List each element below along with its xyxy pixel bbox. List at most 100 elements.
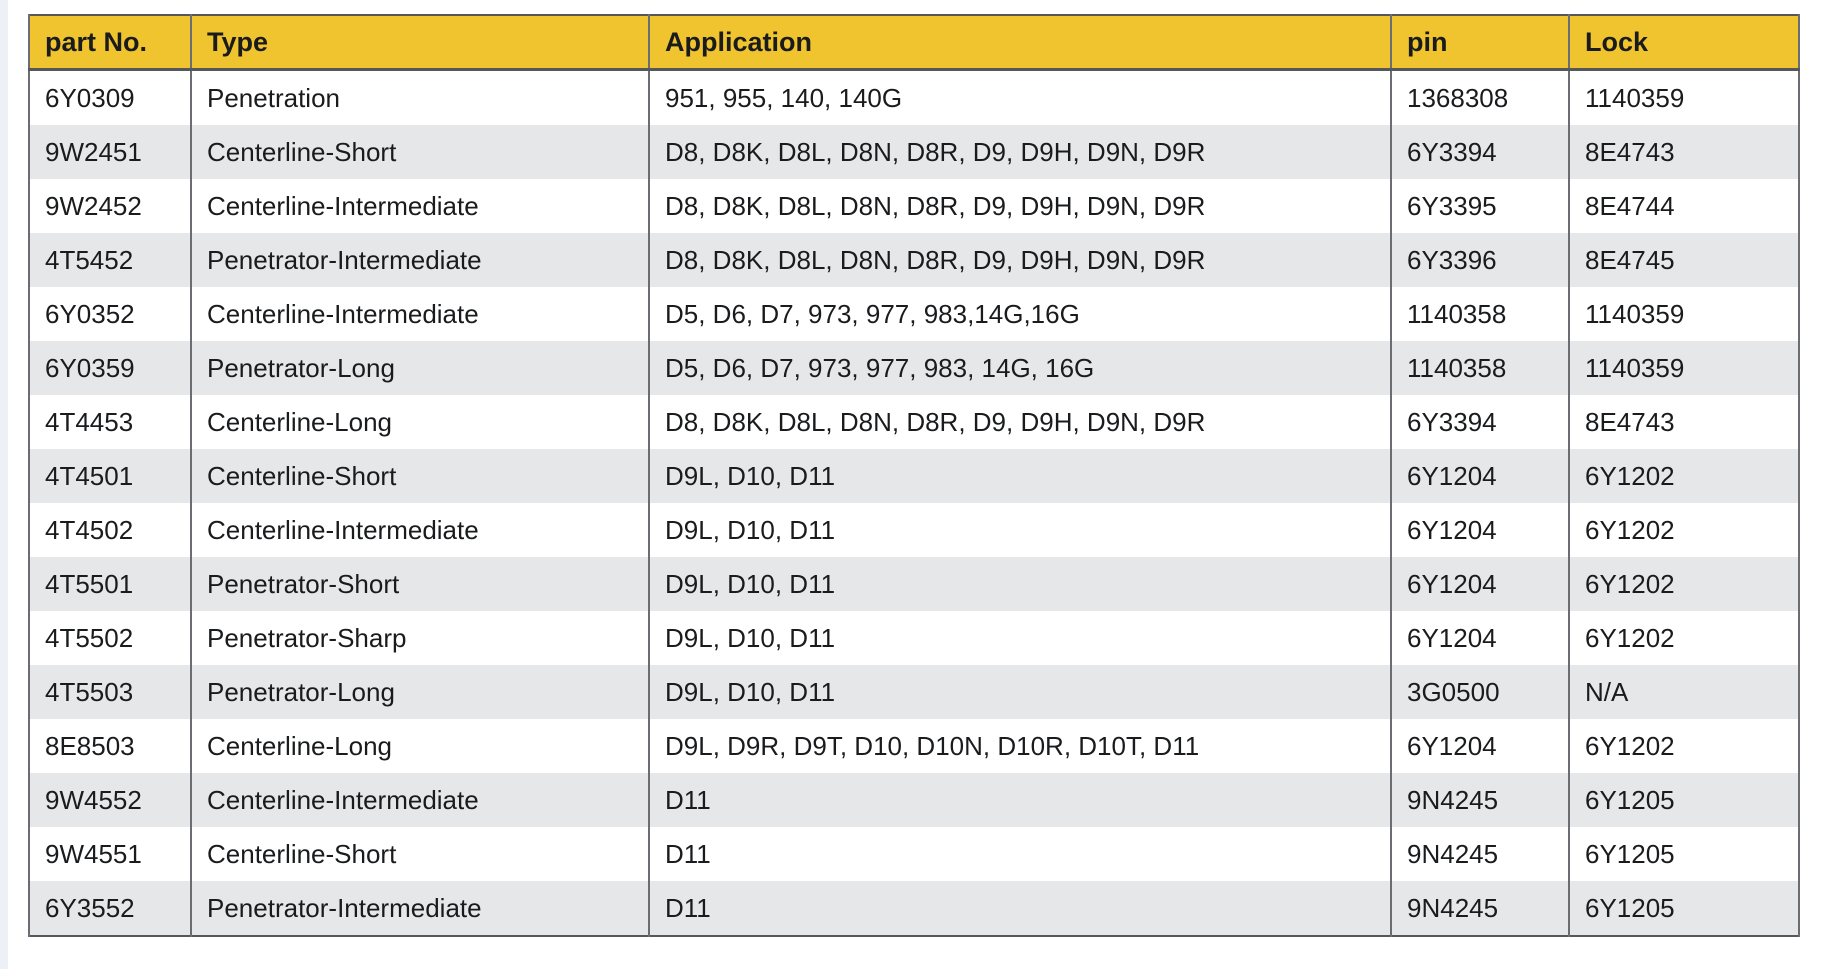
table-row: 4T4502 Centerline-Intermediate D9L, D10, D… bbox=[28, 503, 1800, 557]
cell-application: D9L, D10, D11 bbox=[648, 449, 1392, 503]
table-row: 9W4552 Centerline-Intermediate D11 9N4245 6Y… bbox=[28, 773, 1800, 827]
table-row: 4T4501 Centerline-Short D9L, D10, D11 6Y120… bbox=[28, 449, 1800, 503]
cell-lock: 8E4744 bbox=[1568, 179, 1800, 233]
cell-lock: 8E4743 bbox=[1568, 395, 1800, 449]
cell-part-no: 8E8503 bbox=[28, 719, 192, 773]
cell-pin: 6Y1204 bbox=[1390, 611, 1570, 665]
cell-pin: 6Y1204 bbox=[1390, 719, 1570, 773]
table-row: 9W4551 Centerline-Short D11 9N4245 6Y1205 bbox=[28, 827, 1800, 881]
cell-application: D8, D8K, D8L, D8N, D8R, D9, D9H, D9N, D9… bbox=[648, 125, 1392, 179]
table-row: 6Y0309 Penetration 951, 955, 140, 140G 1368… bbox=[28, 69, 1800, 125]
table-row: 4T5452 Penetrator-Intermediate D8, D8K, D8… bbox=[28, 233, 1800, 287]
cell-lock: 6Y1205 bbox=[1568, 827, 1800, 881]
cell-application: 951, 955, 140, 140G bbox=[648, 69, 1392, 125]
cell-lock: 6Y1202 bbox=[1568, 611, 1800, 665]
cell-pin: 6Y3396 bbox=[1390, 233, 1570, 287]
cell-part-no: 4T5452 bbox=[28, 233, 192, 287]
cell-type: Centerline-Intermediate bbox=[190, 287, 650, 341]
cell-part-no: 6Y3552 bbox=[28, 881, 192, 936]
cell-application: D9L, D9R, D9T, D10, D10N, D10R, D10T, D1… bbox=[648, 719, 1392, 773]
cell-pin: 6Y1204 bbox=[1390, 449, 1570, 503]
cell-type: Penetrator-Long bbox=[190, 341, 650, 395]
cell-part-no: 4T4501 bbox=[28, 449, 192, 503]
cell-pin: 6Y3394 bbox=[1390, 395, 1570, 449]
cell-application: D9L, D10, D11 bbox=[648, 557, 1392, 611]
cell-type: Centerline-Short bbox=[190, 827, 650, 881]
cell-type: Centerline-Long bbox=[190, 719, 650, 773]
cell-lock: 8E4745 bbox=[1568, 233, 1800, 287]
cell-lock: 1140359 bbox=[1568, 287, 1800, 341]
cell-application: D8, D8K, D8L, D8N, D8R, D9, D9H, D9N, D9… bbox=[648, 233, 1392, 287]
table-row: 4T5502 Penetrator-Sharp D9L, D10, D11 6Y120… bbox=[28, 611, 1800, 665]
cell-part-no: 9W4551 bbox=[28, 827, 192, 881]
cell-type: Centerline-Intermediate bbox=[190, 503, 650, 557]
col-header-application: Application bbox=[648, 15, 1392, 71]
table-row: 4T5503 Penetrator-Long D9L, D10, D11 3G0500… bbox=[28, 665, 1800, 719]
cell-pin: 6Y1204 bbox=[1390, 503, 1570, 557]
cell-lock: 8E4743 bbox=[1568, 125, 1800, 179]
cell-type: Penetration bbox=[190, 69, 650, 125]
cell-pin: 9N4245 bbox=[1390, 773, 1570, 827]
cell-application: D8, D8K, D8L, D8N, D8R, D9, D9H, D9N, D9… bbox=[648, 395, 1392, 449]
cell-application: D11 bbox=[648, 773, 1392, 827]
cell-pin: 3G0500 bbox=[1390, 665, 1570, 719]
table-row: 8E8503 Centerline-Long D9L, D9R, D9T, D10,… bbox=[28, 719, 1800, 773]
header-row: part No. Type Application pin Lock bbox=[28, 15, 1800, 71]
cell-lock: N/A bbox=[1568, 665, 1800, 719]
cell-part-no: 4T4502 bbox=[28, 503, 192, 557]
cell-type: Penetrator-Short bbox=[190, 557, 650, 611]
cell-type: Centerline-Short bbox=[190, 449, 650, 503]
cell-lock: 6Y1205 bbox=[1568, 773, 1800, 827]
col-header-lock: Lock bbox=[1568, 15, 1800, 71]
cell-application: D9L, D10, D11 bbox=[648, 665, 1392, 719]
table-row: 4T5501 Penetrator-Short D9L, D10, D11 6Y120… bbox=[28, 557, 1800, 611]
cell-pin: 6Y3394 bbox=[1390, 125, 1570, 179]
cell-part-no: 6Y0309 bbox=[28, 69, 192, 125]
cell-pin: 1140358 bbox=[1390, 287, 1570, 341]
cell-type: Penetrator-Intermediate bbox=[190, 881, 650, 936]
table-row: 6Y0352 Centerline-Intermediate D5, D6, D7,… bbox=[28, 287, 1800, 341]
table-row: 6Y0359 Penetrator-Long D5, D6, D7, 973, 97… bbox=[28, 341, 1800, 395]
table-row: 4T4453 Centerline-Long D8, D8K, D8L, D8N, … bbox=[28, 395, 1800, 449]
cell-lock: 6Y1202 bbox=[1568, 503, 1800, 557]
cell-part-no: 9W2452 bbox=[28, 179, 192, 233]
cell-pin: 9N4245 bbox=[1390, 827, 1570, 881]
cell-pin: 6Y1204 bbox=[1390, 557, 1570, 611]
cell-part-no: 6Y0359 bbox=[28, 341, 192, 395]
cell-application: D5, D6, D7, 973, 977, 983,14G,16G bbox=[648, 287, 1392, 341]
cell-lock: 6Y1205 bbox=[1568, 881, 1800, 936]
cell-lock: 1140359 bbox=[1568, 69, 1800, 125]
cell-type: Penetrator-Sharp bbox=[190, 611, 650, 665]
cell-part-no: 4T4453 bbox=[28, 395, 192, 449]
col-header-type: Type bbox=[190, 15, 650, 71]
table-row: 9W2451 Centerline-Short D8, D8K, D8L, D8N,… bbox=[28, 125, 1800, 179]
cell-part-no: 4T5503 bbox=[28, 665, 192, 719]
cell-part-no: 4T5502 bbox=[28, 611, 192, 665]
cell-pin: 9N4245 bbox=[1390, 881, 1570, 936]
cell-application: D9L, D10, D11 bbox=[648, 611, 1392, 665]
cell-type: Centerline-Intermediate bbox=[190, 179, 650, 233]
cell-lock: 6Y1202 bbox=[1568, 719, 1800, 773]
cell-pin: 1368308 bbox=[1390, 69, 1570, 125]
cell-application: D11 bbox=[648, 827, 1392, 881]
table-body: 6Y0309 Penetration 951, 955, 140, 140G 1368… bbox=[28, 69, 1800, 936]
cell-type: Centerline-Long bbox=[190, 395, 650, 449]
cell-application: D11 bbox=[648, 881, 1392, 936]
cell-type: Centerline-Intermediate bbox=[190, 773, 650, 827]
cell-part-no: 9W4552 bbox=[28, 773, 192, 827]
cell-application: D9L, D10, D11 bbox=[648, 503, 1392, 557]
cell-type: Penetrator-Intermediate bbox=[190, 233, 650, 287]
table-row: 6Y3552 Penetrator-Intermediate D11 9N4245 6Y… bbox=[28, 881, 1800, 936]
col-header-part-no: part No. bbox=[28, 15, 192, 71]
cell-part-no: 4T5501 bbox=[28, 557, 192, 611]
cell-pin: 6Y3395 bbox=[1390, 179, 1570, 233]
cell-application: D8, D8K, D8L, D8N, D8R, D9, D9H, D9N, D9… bbox=[648, 179, 1392, 233]
cell-lock: 6Y1202 bbox=[1568, 449, 1800, 503]
cell-type: Centerline-Short bbox=[190, 125, 650, 179]
cell-application: D5, D6, D7, 973, 977, 983, 14G, 16G bbox=[648, 341, 1392, 395]
page-edge-strip bbox=[0, 0, 8, 969]
cell-pin: 1140358 bbox=[1390, 341, 1570, 395]
cell-part-no: 6Y0352 bbox=[28, 287, 192, 341]
parts-table: part No. Type Application pin Lock 6Y030… bbox=[28, 14, 1800, 937]
cell-part-no: 9W2451 bbox=[28, 125, 192, 179]
